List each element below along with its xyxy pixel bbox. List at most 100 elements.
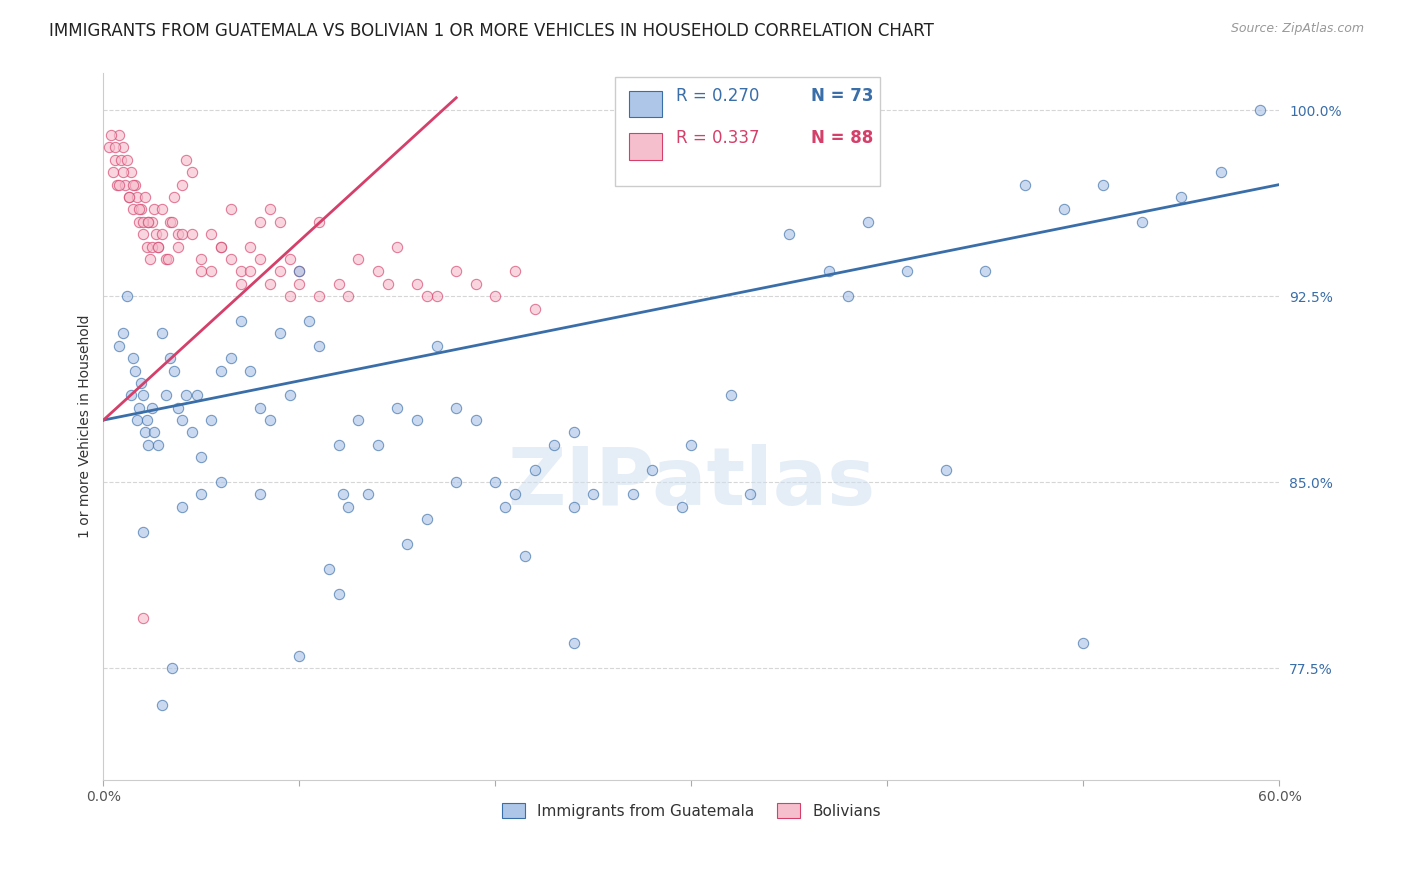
Point [249, 252, 271, 266]
Point [101, 165, 124, 179]
Point [278, 289, 301, 303]
Point [269, 215, 291, 229]
Point [239, 264, 262, 278]
Point [159, 215, 181, 229]
Point [148, 438, 170, 452]
Point [118, 190, 141, 204]
Point [308, 215, 330, 229]
Point [150, 227, 173, 241]
Point [337, 500, 360, 514]
Y-axis label: 1 or more Vehicles in Household: 1 or more Vehicles in Household [79, 315, 93, 538]
Point [105, 178, 128, 192]
Point [131, 611, 153, 625]
Point [239, 363, 262, 377]
Point [114, 178, 136, 192]
Point [190, 487, 212, 501]
Point [503, 487, 526, 501]
FancyBboxPatch shape [614, 77, 880, 186]
Point [98, 140, 121, 154]
Point [1209, 165, 1232, 179]
Point [121, 351, 143, 365]
Point [200, 227, 222, 241]
Point [138, 215, 160, 229]
Point [239, 239, 262, 253]
Point [124, 363, 146, 377]
Point [148, 239, 170, 253]
Point [288, 264, 311, 278]
Point [135, 413, 157, 427]
Point [347, 252, 370, 266]
Point [131, 227, 153, 241]
Point [1014, 178, 1036, 192]
Point [219, 351, 242, 365]
Point [159, 351, 181, 365]
Point [328, 438, 350, 452]
Point [170, 227, 193, 241]
Point [621, 487, 644, 501]
Point [209, 363, 232, 377]
Point [817, 264, 839, 278]
Point [332, 487, 354, 501]
Point [1073, 636, 1095, 650]
Point [259, 413, 281, 427]
Point [229, 264, 252, 278]
Point [163, 190, 186, 204]
Point [190, 252, 212, 266]
Point [160, 661, 183, 675]
Point [523, 463, 546, 477]
Point [167, 239, 190, 253]
Legend: Immigrants from Guatemala, Bolivians: Immigrants from Guatemala, Bolivians [496, 797, 887, 825]
Point [229, 277, 252, 291]
Point [148, 239, 170, 253]
Point [190, 450, 212, 465]
Point [120, 388, 142, 402]
Point [513, 549, 536, 564]
Point [115, 289, 138, 303]
Point [138, 215, 160, 229]
Point [108, 128, 131, 142]
Point [298, 314, 321, 328]
Point [129, 202, 152, 217]
Point [180, 425, 202, 440]
Point [150, 326, 173, 341]
Point [1053, 202, 1076, 217]
Point [1249, 103, 1271, 118]
Point [141, 401, 163, 415]
Point [641, 463, 664, 477]
Point [778, 227, 800, 241]
Point [308, 289, 330, 303]
Point [318, 562, 340, 576]
Point [143, 425, 166, 440]
Text: N = 73: N = 73 [811, 87, 875, 104]
Point [174, 388, 197, 402]
Point [150, 698, 173, 713]
Point [110, 153, 132, 167]
Point [288, 277, 311, 291]
Point [141, 215, 163, 229]
Point [464, 413, 486, 427]
Point [100, 128, 122, 142]
Point [167, 227, 190, 241]
Point [484, 475, 506, 489]
Point [259, 202, 281, 217]
Point [426, 339, 449, 353]
Point [1092, 178, 1115, 192]
Point [444, 475, 467, 489]
Point [396, 537, 419, 551]
Text: ZIPatlas: ZIPatlas [508, 444, 876, 522]
Point [186, 388, 208, 402]
Point [155, 252, 177, 266]
Point [720, 388, 742, 402]
Point [128, 202, 150, 217]
Point [121, 178, 143, 192]
Point [219, 202, 242, 217]
Point [444, 264, 467, 278]
Point [104, 140, 127, 154]
Point [120, 165, 142, 179]
Point [111, 140, 134, 154]
Text: IMMIGRANTS FROM GUATEMALA VS BOLIVIAN 1 OR MORE VEHICLES IN HOUSEHOLD CORRELATIO: IMMIGRANTS FROM GUATEMALA VS BOLIVIAN 1 … [49, 22, 934, 40]
Point [118, 190, 141, 204]
Point [444, 401, 467, 415]
Text: R = 0.337: R = 0.337 [676, 129, 759, 147]
Point [135, 239, 157, 253]
